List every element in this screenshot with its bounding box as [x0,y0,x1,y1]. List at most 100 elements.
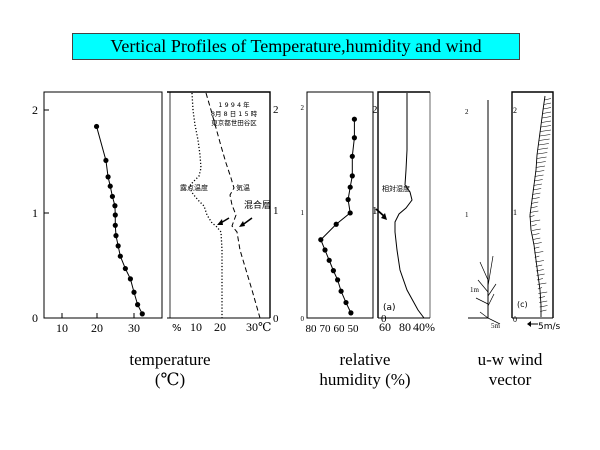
scan-header-date: 8月 8 日 1 5 時 [211,110,258,118]
temperature-points [93,123,145,317]
humidity-point-10 [345,196,351,203]
wind-scan-panel: (c) 5m/s 0 1 2 [511,91,561,332]
hscan-label-rh: 相対湿度 [382,184,410,193]
wind-vector-mark [539,305,548,308]
wind-vector-mark [536,161,546,164]
temperature-point-9 [112,212,118,218]
wind-vector-mark [534,255,540,258]
temperature-point-6 [115,243,121,249]
temperature-point-12 [107,183,113,189]
wind-vector-mark [533,179,543,182]
scan-header-place: 東京都世田谷区 [211,118,257,127]
humidity-points [318,116,357,316]
hum-y-tick-0: 0 [301,315,305,323]
temperature-point-15 [93,123,100,130]
label-dew-point: 露点温度 [180,183,208,192]
wind-vector-mark [532,233,540,236]
wind-vector-mark [541,120,552,123]
wind-vector-mark [533,246,540,249]
scan-header-year: 1 9 9 4 年 [218,100,250,109]
wind-vector-mark [544,98,552,101]
humidity-point-11 [347,184,353,190]
wind-scan-curve [529,95,546,317]
dew-point-curve [188,92,223,318]
wind-left-panel: 1 2 1m 5m [465,100,501,330]
hscan-x-tick-40: 40% [413,320,435,334]
air-temperature-curve [205,92,261,319]
hum-y-tick-1: 1 [301,209,305,217]
wind-vector-mark [536,156,547,159]
humidity-point-5 [326,257,332,263]
temp-y-tick-2: 2 [32,103,38,117]
temperature-scan-panel: 0 1 2 % 10 20 30℃ 1 9 9 4 年 8月 8 日 1 5 時… [167,91,279,334]
wind-vector-mark [536,278,544,281]
caption-wind-2: vector [488,370,532,389]
hscan-tick-2: 2 [372,104,378,116]
scan-right-tick-1: 1 [273,205,279,217]
temperature-point-8 [112,222,118,228]
temp-x-tick-20: 20 [91,321,103,335]
caption-humidity-2: humidity (%) [319,370,411,389]
humidity-profile-line [320,119,355,314]
temperature-plot: 0 1 2 10 20 30 [32,91,163,335]
wind-scale-height: 1m [470,286,480,294]
hum-x-tick-80: 80 [306,323,318,335]
humidity-point-4 [330,268,336,274]
temperature-profile-line [96,126,143,315]
hum-x-tick-50: 50 [348,323,360,335]
humidity-point-9 [347,210,353,216]
temperature-point-7 [113,233,119,239]
wind-vector-mark [539,134,551,137]
temperature-point-4 [122,265,128,272]
wind-vector-mark [535,264,543,267]
wind-vector-mark [533,242,542,245]
hscan-tick-0: 0 [381,313,387,325]
wind-vector-mark [536,273,545,276]
hum-y-tick-2: 2 [301,104,305,112]
wscan-tick-0: 0 [513,315,517,324]
scan-x-tick-20: 20 [214,320,226,334]
wscan-tick-2: 2 [513,106,517,115]
wind-vector-mark [537,152,548,155]
slide-title-banner: Vertical Profiles of Temperature,humidit… [72,33,520,60]
temperature-point-1 [135,302,141,308]
hum-x-tick-60: 60 [334,323,346,335]
temp-y-tick-1: 1 [32,206,38,220]
humidity-point-12 [349,173,355,179]
temperature-point-0 [139,311,145,317]
hscan-tick-1: 1 [372,205,378,217]
humidity-point-13 [349,153,355,159]
wind-vector-arrows [529,98,552,312]
wind-vector-mark [538,147,549,150]
wind-vector-mark [540,309,547,312]
wind-vector-mark [535,260,544,263]
temperature-point-5 [117,253,123,259]
wind-vector-mark [535,170,545,173]
humidity-plot: 0 1 2 80 70 60 50 [301,91,374,335]
hum-x-tick-70: 70 [320,323,332,335]
wind-vector-mark [531,219,541,222]
wind-vector-mark [543,102,552,105]
wind-vector-mark [533,183,542,186]
wind-vector-mark [538,296,546,299]
wind-vector-mark [531,228,541,231]
wind-vector-mark [542,111,552,114]
humidity-point-6 [322,247,328,253]
wind-vector-mark [529,215,535,218]
caption-humidity-1: relative [339,350,391,369]
temperature-point-13 [105,174,111,180]
wind-y-tick-2: 2 [465,108,469,116]
humidity-plot-frame [306,91,374,319]
wind-vector-mark [531,197,540,200]
humidity-point-3 [335,277,341,283]
caption-wind-1: u-w wind [477,350,543,369]
wind-vector-mark [536,269,544,272]
wind-scale-x: 5m [491,322,501,330]
hscan-panel-label: (a) [383,303,396,313]
caption-temperature-2: (℃) [154,370,186,389]
humidity-point-0 [348,310,354,316]
wind-vector-mark [535,165,546,168]
humidity-point-2 [338,288,344,294]
wind-vector-mark [532,192,541,195]
